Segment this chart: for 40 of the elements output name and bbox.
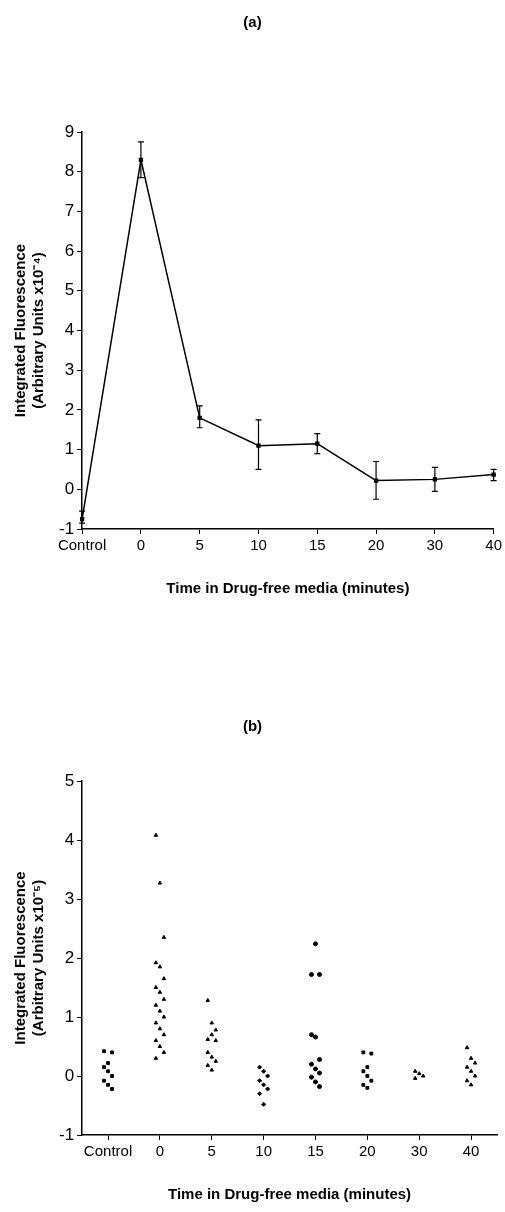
- y-tick-label: 2: [64, 947, 75, 967]
- x-axis-title: Time in Drug-free media (minutes): [168, 1185, 412, 1203]
- y-axis-title: Integrated Fluorescence (Arbitrary Units x10⁻⁵): [11, 871, 47, 1045]
- x-tick-label: 5: [195, 536, 204, 554]
- x-tick-label: 20: [359, 1142, 376, 1160]
- y-tick-label: -1: [58, 518, 75, 538]
- x-tick-label: 40: [462, 1142, 480, 1160]
- x-tick-label: Control: [57, 536, 107, 554]
- y-tick-label: 8: [64, 161, 75, 181]
- y-tick-label: 0: [64, 1065, 75, 1085]
- y-tick-label: 4: [64, 829, 75, 849]
- y-tick-label: 4: [64, 320, 75, 340]
- y-tick-label: -1: [58, 1124, 75, 1144]
- y-tick-label: 3: [64, 359, 75, 379]
- y-tick-label: 7: [64, 201, 75, 221]
- chart-title: (a): [243, 13, 262, 31]
- y-tick-label: 9: [64, 121, 75, 141]
- x-tick-label: 0: [136, 536, 146, 554]
- y-tick-label: 5: [64, 770, 75, 790]
- y-tick-label: 2: [64, 399, 75, 419]
- x-tick-label: 0: [155, 1142, 165, 1160]
- x-axis-title: Time in Drug-free media (minutes): [166, 579, 410, 597]
- x-tick-label: Control: [83, 1142, 133, 1160]
- x-tick-label: 15: [308, 536, 326, 554]
- y-tick-label: 1: [64, 439, 75, 459]
- y-tick-label: 0: [64, 478, 75, 498]
- y-tick-label: 5: [64, 280, 75, 300]
- x-tick-label: 30: [426, 536, 444, 554]
- y-tick-label: 6: [64, 240, 75, 260]
- x-tick-label: 5: [207, 1142, 216, 1160]
- x-tick-label: 30: [410, 1142, 428, 1160]
- y-axis-title: Integrated Fluorescence (Arbitrary Units x10⁻⁴): [11, 243, 47, 418]
- x-tick-label: 10: [255, 1142, 272, 1160]
- y-tick-label: 3: [64, 888, 75, 908]
- x-tick-label: 40: [485, 536, 502, 554]
- x-tick-label: 15: [307, 1142, 324, 1160]
- x-tick-label: 20: [367, 536, 385, 554]
- chart-title: (b): [242, 717, 263, 735]
- y-tick-label: 1: [64, 1006, 75, 1026]
- x-tick-label: 10: [250, 536, 267, 554]
